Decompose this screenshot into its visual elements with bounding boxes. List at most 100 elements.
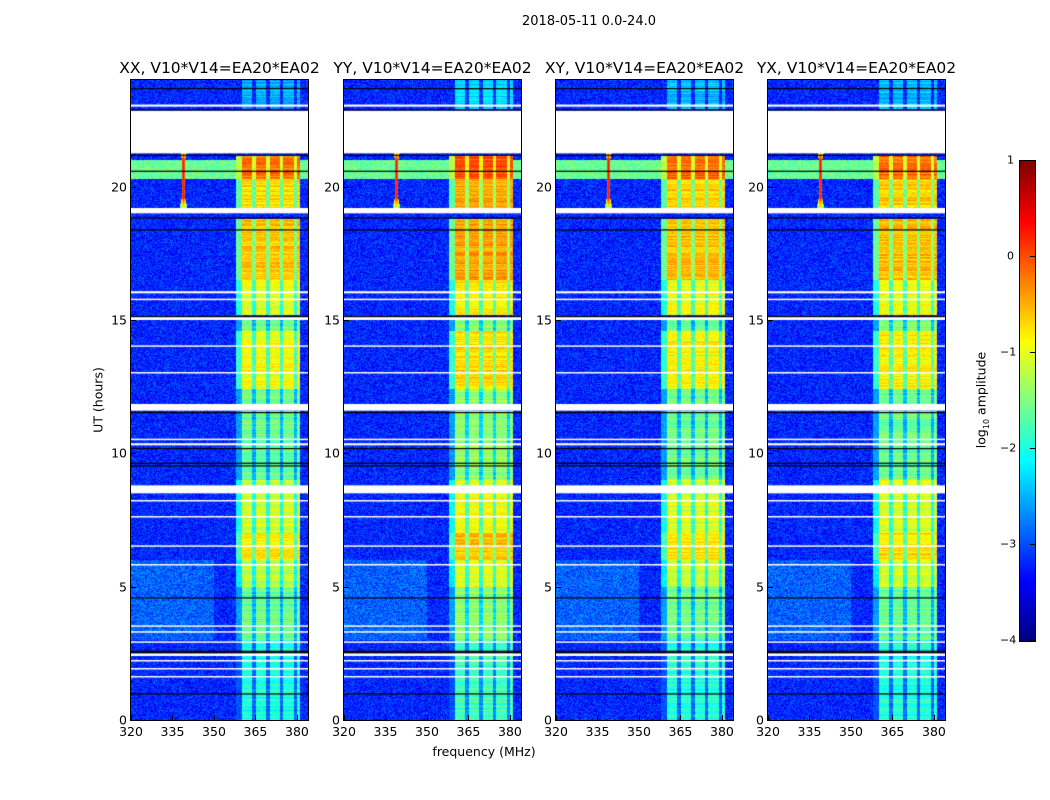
x-tick-mark xyxy=(809,715,811,720)
colorbar-tick-mark xyxy=(1030,448,1035,449)
x-tick-mark xyxy=(172,715,174,720)
colorbar-tick-mark xyxy=(1030,160,1035,161)
y-tick-mark xyxy=(344,586,349,588)
colorbar-tick-mark xyxy=(1030,256,1035,257)
x-tick-label: 365 xyxy=(880,724,905,739)
y-tick-mark xyxy=(768,586,773,588)
colorbar-label-sub: 10 xyxy=(981,418,991,430)
x-tick-mark xyxy=(556,715,557,720)
y-tick-mark xyxy=(344,720,349,721)
x-tick-mark xyxy=(933,715,935,720)
panel-title: XX, V10*V14=EA20*EA02 xyxy=(119,59,320,77)
y-tick-mark xyxy=(344,453,349,455)
colorbar-tick-mark xyxy=(1030,352,1035,353)
y-tick-label: 15 xyxy=(111,312,127,328)
x-tick-label: 320 xyxy=(119,724,143,739)
x-tick-mark xyxy=(426,715,428,720)
heatmap-panel xyxy=(555,79,734,721)
y-tick-label: 5 xyxy=(332,579,340,595)
x-tick-mark xyxy=(509,715,511,720)
y-tick-mark xyxy=(556,453,561,455)
y-tick-label: 20 xyxy=(324,179,340,195)
panel-title: YX, V10*V14=EA20*EA02 xyxy=(756,59,957,77)
y-tick-label: 10 xyxy=(111,445,127,461)
colorbar-tick-label: −4 xyxy=(1000,633,1017,647)
x-tick-label: 380 xyxy=(710,724,734,739)
colorbar-tick-mark xyxy=(1030,544,1035,545)
x-tick-label: 380 xyxy=(922,724,946,739)
y-tick-label: 10 xyxy=(536,445,552,461)
heatmap-panel xyxy=(767,79,946,721)
x-tick-label: 335 xyxy=(160,724,185,739)
y-tick-mark xyxy=(131,453,136,455)
figure-title: 2018-05-11 0.0-24.0 xyxy=(522,14,656,29)
colorbar-tick-label: 0 xyxy=(1007,249,1014,263)
colorbar-label: log10 amplitude xyxy=(973,352,991,448)
x-tick-mark xyxy=(680,715,682,720)
y-tick-label: 0 xyxy=(544,712,552,728)
x-tick-mark xyxy=(385,715,387,720)
y-tick-label: 5 xyxy=(544,579,552,595)
y-tick-label: 5 xyxy=(756,579,764,595)
colorbar-tick-label: −1 xyxy=(1000,345,1017,359)
heatmap-panel xyxy=(343,79,522,721)
y-tick-mark xyxy=(344,320,349,321)
x-tick-mark xyxy=(213,715,215,720)
y-tick-label: 15 xyxy=(324,312,340,328)
x-tick-label: 365 xyxy=(456,724,481,739)
y-tick-mark xyxy=(768,320,773,321)
y-tick-label: 0 xyxy=(756,712,764,728)
x-tick-mark xyxy=(468,715,470,720)
y-tick-label: 20 xyxy=(748,179,764,195)
heatmap-canvas xyxy=(768,80,945,720)
y-tick-label: 10 xyxy=(748,445,764,461)
y-tick-label: 20 xyxy=(111,179,127,195)
colorbar xyxy=(1019,160,1036,642)
heatmap-canvas xyxy=(556,80,733,720)
colorbar-tick-label: 1 xyxy=(1007,153,1014,167)
y-tick-mark xyxy=(768,186,773,188)
y-tick-label: 0 xyxy=(119,712,127,728)
y-tick-mark xyxy=(556,720,561,721)
x-tick-label: 320 xyxy=(332,724,356,739)
colorbar-tick-label: −3 xyxy=(1000,537,1017,551)
heatmap-canvas xyxy=(131,80,308,720)
colorbar-label-suffix: amplitude xyxy=(973,351,989,419)
panel-title: XY, V10*V14=EA20*EA02 xyxy=(544,59,745,77)
y-tick-mark xyxy=(556,320,561,321)
x-axis-label: frequency (MHz) xyxy=(432,744,536,759)
x-tick-mark xyxy=(131,715,132,720)
x-tick-label: 320 xyxy=(544,724,568,739)
x-tick-mark xyxy=(638,715,640,720)
x-tick-mark xyxy=(597,715,599,720)
x-tick-label: 350 xyxy=(627,724,651,739)
x-tick-label: 350 xyxy=(415,724,439,739)
y-tick-mark xyxy=(131,186,136,188)
x-tick-label: 335 xyxy=(373,724,398,739)
x-tick-mark xyxy=(850,715,852,720)
y-tick-mark xyxy=(131,586,136,588)
colorbar-tick-label: −2 xyxy=(1000,441,1017,455)
x-tick-label: 380 xyxy=(285,724,309,739)
y-tick-mark xyxy=(556,586,561,588)
y-tick-label: 20 xyxy=(536,179,552,195)
x-tick-mark xyxy=(296,715,298,720)
x-tick-label: 350 xyxy=(839,724,863,739)
y-tick-mark xyxy=(344,186,349,188)
x-tick-label: 350 xyxy=(202,724,226,739)
x-tick-label: 365 xyxy=(668,724,693,739)
x-tick-mark xyxy=(255,715,257,720)
x-tick-mark xyxy=(344,715,345,720)
y-tick-label: 5 xyxy=(119,579,127,595)
x-tick-label: 365 xyxy=(243,724,268,739)
x-tick-label: 380 xyxy=(498,724,522,739)
y-tick-mark xyxy=(768,720,773,721)
panel-title: YY, V10*V14=EA20*EA02 xyxy=(333,59,532,77)
x-tick-mark xyxy=(721,715,723,720)
x-tick-mark xyxy=(892,715,894,720)
y-tick-mark xyxy=(131,320,136,321)
heatmap-panel xyxy=(130,79,309,721)
y-tick-label: 15 xyxy=(536,312,552,328)
x-tick-mark xyxy=(768,715,769,720)
colorbar-label-prefix: log xyxy=(973,429,989,449)
